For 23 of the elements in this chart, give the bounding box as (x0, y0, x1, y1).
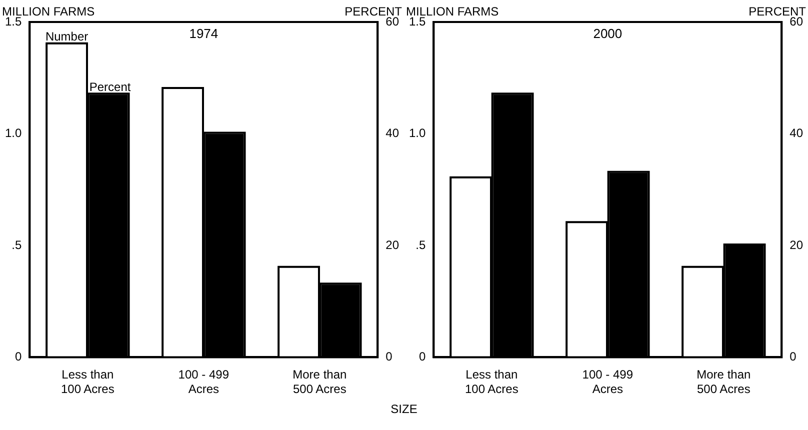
y-tick-label: 0 (14, 350, 22, 364)
y-tick-label: .5 (416, 238, 426, 252)
y2-tick-label: 0 (790, 350, 797, 364)
y2-tick-label: 0 (386, 350, 393, 364)
y-tick-label: .5 (12, 238, 22, 252)
chart-title: 1974 (189, 26, 218, 42)
y-tick-label: 1.0 (4, 126, 22, 140)
y2-tick-label: 40 (386, 126, 400, 140)
x-tick-label: 100 - 499 Acres (582, 368, 634, 396)
series-label: Percent (89, 80, 132, 94)
y-tick-label: 0 (418, 350, 426, 364)
x-tick-label: More than 500 Acres (292, 368, 347, 396)
y-tick-label: 1.0 (408, 126, 426, 140)
series-label: Number (45, 30, 88, 44)
x-axis-title: SIZE (390, 402, 418, 416)
y2-tick-label: 40 (790, 126, 804, 140)
x-tick-label: Less than 100 Acres (464, 368, 518, 396)
chart-title: 2000 (593, 26, 622, 42)
x-tick-label: More than 500 Acres (696, 368, 751, 396)
x-tick-label: Less than 100 Acres (60, 368, 114, 396)
x-tick-label: 100 - 499 Acres (178, 368, 230, 396)
y2-tick-label: 20 (790, 238, 804, 252)
y2-tick-label: 20 (386, 238, 400, 252)
